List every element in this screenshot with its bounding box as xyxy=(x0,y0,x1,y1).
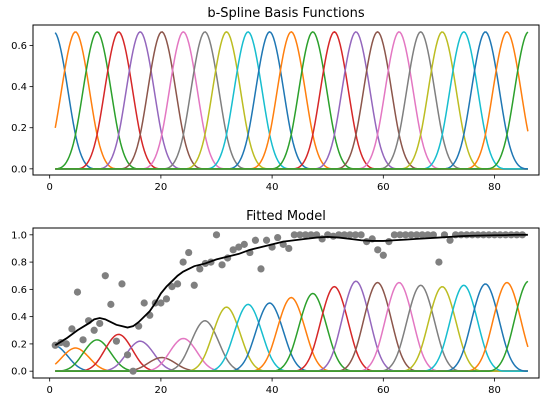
data-point xyxy=(251,236,260,244)
y-tick-label: 0.0 xyxy=(11,164,27,175)
data-point xyxy=(79,336,87,344)
data-point xyxy=(424,231,432,239)
data-point xyxy=(107,300,115,308)
y-tick-label: 0.0 xyxy=(11,367,27,378)
basis-curve xyxy=(55,292,528,372)
basis-curve xyxy=(55,285,528,372)
basis-functions-panel: b-Spline Basis Functions 0 20 40 60 80 0.0 0.2… xyxy=(11,6,540,193)
data-point xyxy=(429,231,437,239)
plot-frame xyxy=(32,227,540,379)
plot-frame xyxy=(32,24,540,176)
data-point xyxy=(240,240,248,248)
data-point xyxy=(129,367,137,375)
basis-curve xyxy=(55,303,528,372)
x-tick-label: 20 xyxy=(155,385,168,396)
data-point xyxy=(101,272,109,280)
axes: 0 20 40 60 80 0.0 0.2 0.4 0.6 0.8 1.0 xyxy=(11,230,501,396)
data-point xyxy=(285,244,293,253)
fit-curve xyxy=(54,233,528,347)
data-point xyxy=(379,251,387,259)
data-point xyxy=(140,299,148,307)
data-point xyxy=(357,231,365,239)
data-point xyxy=(229,246,237,254)
y-tick-label: 0.4 xyxy=(11,82,27,93)
y-tick-label: 0.8 xyxy=(11,258,27,269)
data-point xyxy=(118,280,126,288)
data-point xyxy=(340,231,348,239)
x-tick-label: 80 xyxy=(488,182,501,193)
data-point xyxy=(196,265,204,273)
data-point xyxy=(346,231,354,239)
y-tick-label: 0.2 xyxy=(11,339,27,350)
data-point xyxy=(235,243,243,251)
data-point xyxy=(390,231,399,239)
x-tick-label: 80 xyxy=(488,385,501,396)
data-point xyxy=(351,231,360,239)
data-point xyxy=(218,261,226,269)
basis-curve xyxy=(55,296,528,372)
basis-curves xyxy=(54,30,529,170)
data-point xyxy=(418,231,426,239)
data-point xyxy=(413,231,421,239)
data-point xyxy=(262,236,271,244)
x-tick-label: 0 xyxy=(46,182,52,193)
data-point xyxy=(301,231,310,239)
x-tick-label: 0 xyxy=(46,385,52,396)
data-point xyxy=(162,295,171,303)
data-point xyxy=(173,280,182,288)
basis-curve xyxy=(55,285,528,372)
data-point xyxy=(168,283,176,291)
data-point xyxy=(396,231,404,239)
data-point xyxy=(401,231,410,239)
data-point xyxy=(90,326,98,334)
data-point xyxy=(185,248,193,257)
x-tick-label: 60 xyxy=(377,385,390,396)
data-point xyxy=(407,231,415,239)
y-tick-label: 0.2 xyxy=(11,123,27,134)
data-point xyxy=(157,299,165,307)
x-tick-label: 60 xyxy=(377,182,390,193)
axes: 0 20 40 60 80 0.0 0.2 0.4 0.6 xyxy=(11,41,501,193)
data-point xyxy=(212,231,221,239)
fitted-model-panel: Fitted Model 0 20 40 60 80 0.0 0.2 0.4 0.6 0.8 1.0 xyxy=(11,209,540,396)
x-tick-label: 20 xyxy=(155,182,168,193)
data-point xyxy=(190,281,198,289)
chart-title: Fitted Model xyxy=(246,209,326,224)
data-point xyxy=(62,340,70,348)
x-tick-label: 40 xyxy=(266,385,279,396)
chart-title: b-Spline Basis Functions xyxy=(207,6,365,21)
data-points xyxy=(51,231,526,375)
data-point xyxy=(96,319,104,328)
y-tick-label: 0.6 xyxy=(11,285,27,296)
data-point xyxy=(307,231,315,239)
data-point xyxy=(296,231,304,239)
data-point xyxy=(123,351,132,359)
data-point xyxy=(257,265,265,273)
data-point xyxy=(274,233,282,242)
data-point xyxy=(435,258,443,266)
basis-curve xyxy=(55,31,529,170)
data-point xyxy=(374,246,382,254)
data-point xyxy=(73,288,82,296)
data-point xyxy=(446,236,454,244)
y-tick-label: 0.6 xyxy=(11,41,27,52)
data-point xyxy=(290,231,298,239)
data-point xyxy=(68,325,76,333)
data-point xyxy=(112,337,121,345)
y-tick-label: 1.0 xyxy=(11,230,27,241)
y-tick-label: 0.4 xyxy=(11,312,27,323)
data-point xyxy=(179,258,187,266)
fit-line xyxy=(54,233,528,347)
basis-curve xyxy=(55,302,528,372)
x-tick-label: 40 xyxy=(266,182,279,193)
